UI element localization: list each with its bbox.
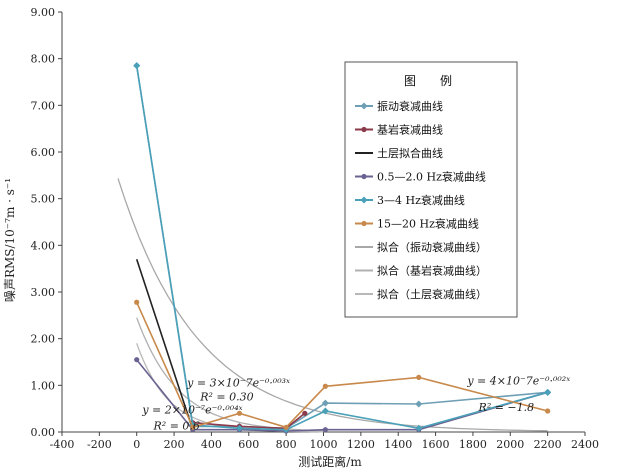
x-ticks: -400 -200 0 200 400 600 800 1000 1200 1400 1600 180…: [50, 432, 599, 451]
data-point: [415, 424, 423, 432]
x-tick-label: 600: [238, 438, 259, 451]
legend-box: [344, 61, 518, 318]
data-point: [133, 62, 141, 70]
x-tick-label: 800: [276, 438, 297, 451]
data-point: [134, 357, 140, 363]
data-point: [302, 410, 308, 416]
y-axis-title: 噪声RMS/10⁻⁷m · s⁻¹: [3, 178, 17, 302]
x-tick-label: 2200: [534, 438, 562, 451]
x-tick-label: 400: [201, 438, 222, 451]
series-line-2: [135, 259, 194, 430]
y-tick-label: 6.00: [31, 146, 56, 159]
fit-curve-7: [136, 317, 324, 432]
legend-label: 15—20 Hz衰减曲线: [377, 217, 479, 231]
x-tick-label: -400: [50, 438, 75, 451]
data-point: [322, 427, 328, 433]
y-tick-label: 2.00: [31, 333, 56, 346]
fit-curve-6: [117, 178, 548, 432]
series-line-1: [192, 412, 306, 430]
data-point: [235, 424, 243, 432]
legend-label: 拟合（振动衰减曲线）: [377, 240, 487, 254]
legend-label: 基岩衰减曲线: [377, 123, 443, 137]
data-point: [416, 374, 422, 380]
data-point: [322, 383, 328, 389]
y-tick-label: 7.00: [31, 99, 56, 112]
legend-label: 振动衰减曲线: [377, 99, 443, 113]
x-tick-label: 200: [164, 438, 185, 451]
fit-annotation: R² = 0.6: [153, 420, 200, 433]
x-axis-title: 测试距离/m: [298, 454, 362, 469]
fit-annotation: R² = 0.30: [199, 390, 253, 403]
x-tick-label: 1400: [384, 438, 412, 451]
series-lines: [133, 62, 552, 434]
data-point: [134, 299, 140, 305]
data-point: [283, 424, 289, 430]
legend-label: 拟合（基岩衰减曲线）: [377, 264, 487, 278]
x-tick-label: 0: [133, 438, 140, 451]
legend-marker: [361, 220, 367, 227]
legend-label: 0.5—2.0 Hz衰减曲线: [377, 170, 486, 184]
data-point: [190, 424, 196, 430]
data-point: [415, 400, 423, 408]
x-tick-label: 1000: [310, 438, 338, 451]
fit-annotation: R² = −1.8: [478, 401, 535, 414]
legend-label: 3—4 Hz衰减曲线: [377, 193, 465, 207]
plot-area: -400 -200 0 200 400 600 800 1000 1200 1400 1600 180…: [31, 6, 600, 451]
legend-marker: [360, 196, 368, 204]
fit-annotation: y = 2×10⁻⁷e⁻⁰·⁰⁰⁴ˣ: [141, 403, 242, 416]
fit-annotation: y = 4×10⁻7e⁻⁰·⁰⁰²ˣ: [466, 374, 570, 387]
x-tick-label: 1600: [422, 438, 450, 451]
legend-marker: [361, 126, 367, 133]
x-tick-label: 2000: [496, 438, 524, 451]
x-tick-label: 1800: [459, 438, 487, 451]
y-tick-label: 5.00: [31, 193, 56, 206]
data-point: [544, 388, 552, 396]
y-tick-label: 9.00: [31, 6, 56, 19]
y-tick-label: 8.00: [31, 53, 56, 66]
legend-marker: [360, 102, 368, 110]
fit-annotation: y = 3×10⁻7e⁻⁰·⁰⁰³ˣ: [186, 376, 290, 389]
x-tick-label: 2400: [571, 438, 599, 451]
legend-marker: [361, 173, 367, 180]
data-point: [236, 410, 243, 416]
x-tick-label: -200: [87, 438, 112, 451]
data-point: [545, 408, 551, 414]
legend-title: 图 例: [404, 74, 458, 88]
data-point: [321, 399, 329, 407]
y-tick-label: 3.00: [31, 286, 56, 299]
y-ticks: 0.00 1.00 2.00 3.00 4.00 5.00 6.00 7.00 8.00 9.00: [31, 6, 62, 439]
x-tick-label: 1200: [347, 438, 375, 451]
y-tick-label: 1.00: [31, 379, 56, 392]
legend-label: 拟合（土层衰减曲线）: [377, 287, 487, 301]
y-tick-label: 0.00: [31, 426, 56, 439]
legend-label: 土层拟合曲线: [377, 146, 443, 160]
data-point: [321, 407, 329, 415]
y-tick-label: 4.00: [31, 239, 56, 252]
